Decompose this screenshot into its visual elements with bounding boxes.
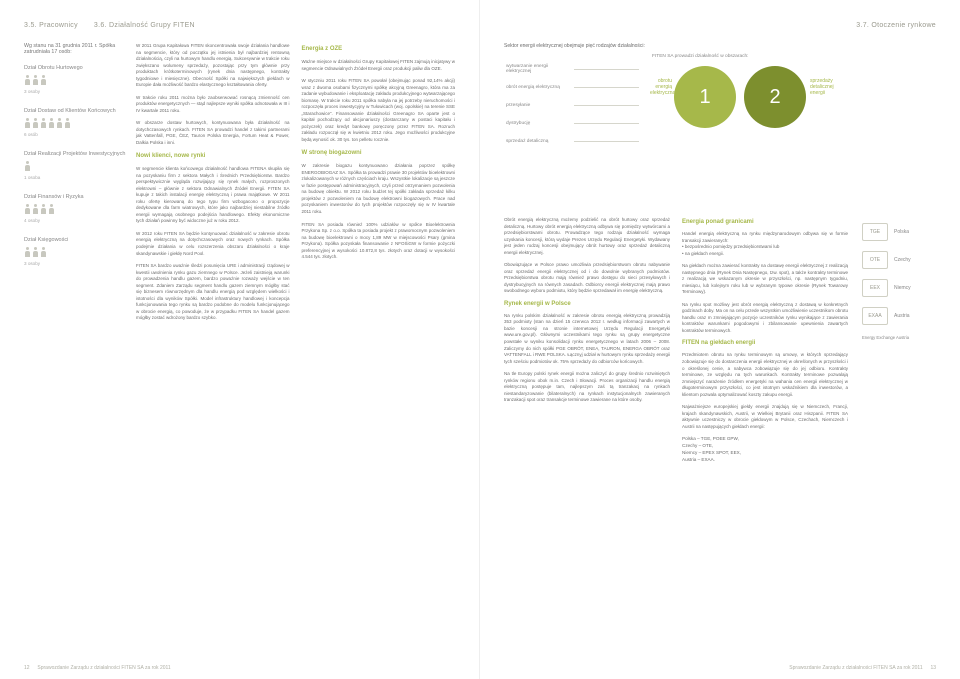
exchange-logo: OTE [862,251,888,269]
page-header-left: 3.5. Pracownicy 3.6. Działalność Grupy F… [24,22,455,29]
intro-text: Wg stanu na 31 grudnia 2011 r. Spółka za… [24,43,126,55]
dept-title: Dział Finansów i Ryzyka [24,194,126,200]
department: Dział Finansów i Ryzyka 4 osoby [24,194,126,223]
person-icon [32,75,39,86]
hdr-36: 3.6. Działalność Grupy FITEN [94,22,195,29]
heading-biogazownie: W stronę biogazowni [302,149,456,157]
circle-2: 2 [744,66,806,128]
exch-title: Energy Exchange Austria [862,335,936,340]
dept-count: 1 osoba [24,175,126,180]
country-row: EXAA Austria [862,307,936,325]
person-icon [24,204,31,215]
person-icon [32,118,39,129]
heading-energia-oze: Energia z OZE [302,45,456,53]
hdr-37: 3.7. Otoczenie rynkowe [856,22,936,29]
country-row: OTE Czechy [862,251,936,269]
person-icon [24,118,31,129]
page-left: 3.5. Pracownicy 3.6. Działalność Grupy F… [0,0,480,679]
department: Dział Obrotu Hurtowego 3 osoby [24,65,126,94]
department: Dział Realizacji Projektów Inwestycyjnyc… [24,151,126,180]
exchange-list: Polska – TGE, POEE GPW, Czechy – OTE, Ni… [682,436,848,464]
page-header-right: 3.7. Otoczenie rynkowe [504,22,936,29]
circle-2-label: sprzedaży detalicznej energii [810,78,848,96]
dept-count: 3 osoby [24,89,126,94]
department: Dział Księgowości 3 osoby [24,237,126,266]
person-icon [40,204,47,215]
hdr-35: 3.5. Pracownicy [24,22,78,29]
sector-row: przesyłanie [506,96,642,114]
dept-title: Dział Dostaw od Klientów Końcowych [24,108,126,114]
country-name: Polska [894,229,909,235]
people-icons [24,161,126,172]
exchange-logo: TGE [862,223,888,241]
sector-infographic: wytwarzanie energii elektrycznejobrót en… [504,54,848,209]
person-icon [40,247,47,258]
sector-row: obrót energią elektryczną [506,78,642,96]
dept-title: Dział Księgowości [24,237,126,243]
person-icon [64,118,71,129]
people-icons [24,247,126,258]
exchange-logo: EXAA [862,307,888,325]
people-icons [24,204,126,215]
dept-title: Dział Realizacji Projektów Inwestycyjnyc… [24,151,126,157]
person-icon [24,247,31,258]
heading-fiten-gieldy: FITEN na giełdach energii [682,340,848,346]
person-icon [48,118,55,129]
dept-count: 3 osoby [24,261,126,266]
person-icon [48,204,55,215]
country-name: Czechy [894,257,911,263]
exchange-logo: EEX [862,279,888,297]
country-row: TGE Polska [862,223,936,241]
dept-count: 4 osoby [24,218,126,223]
country-name: Austria [894,313,910,319]
right-col-logos: TGE Polska OTE Czechy EEX Niemcy EXAA Austria E… [862,43,936,643]
left-text-col1: W 2011 Grupa Kapitałowa FITEN skoncentro… [136,43,290,643]
circle-1-label: obrotu energią elektryczną [650,78,672,96]
person-icon [40,118,47,129]
dept-title: Dział Obrotu Hurtowego [24,65,126,71]
left-text-col2: Energia z OZE Ważne miejsce w działalnoś… [302,43,456,643]
right-col-main: Sektor energii elektrycznej obejmuje pię… [504,43,848,643]
department: Dział Dostaw od Klientów Końcowych 6 osób [24,108,126,137]
person-icon [40,75,47,86]
country-row: EEX Niemcy [862,279,936,297]
people-icons [24,75,126,86]
sector-row: wytwarzanie energii elektrycznej [506,60,642,78]
heading-energia-granice: Energia ponad granicami [682,219,848,225]
sector-row: sprzedaż detaliczną [506,132,642,150]
person-icon [56,118,63,129]
dept-count: 6 osób [24,132,126,137]
heading-rynek-polska: Rynek energii w Polsce [504,301,670,307]
person-icon [24,75,31,86]
person-icon [32,204,39,215]
people-icons [24,118,126,129]
person-icon [32,247,39,258]
heading-nowi-klienci: Nowi klienci, nowe rynki [136,152,290,160]
fiten-scope-label: FITEN SA prowadzi działalność w obszarac… [652,54,749,59]
country-name: Niemcy [894,285,911,291]
circle-1: 1 [674,66,736,128]
folio-left: 12 Sprawozdanie Zarządu z działalności F… [24,665,171,671]
sector-row: dystrybucję [506,114,642,132]
page-right: 3.7. Otoczenie rynkowe Sektor energii el… [480,0,960,679]
person-icon [24,161,31,172]
sidebar-departments: Wg stanu na 31 grudnia 2011 r. Spółka za… [24,43,136,643]
folio-right: Sprawozdanie Zarządu z działalności FITE… [789,665,936,671]
